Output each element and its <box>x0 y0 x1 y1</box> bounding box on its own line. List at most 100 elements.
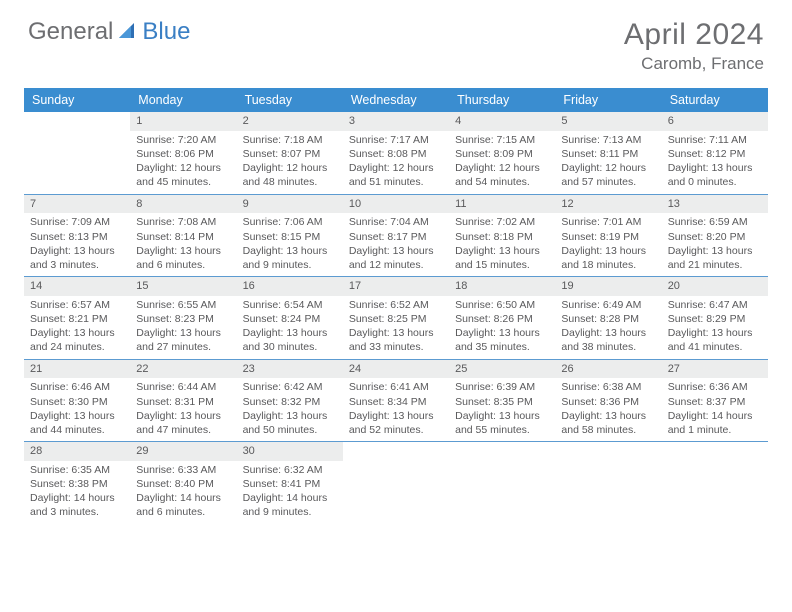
day-line: and 55 minutes. <box>455 423 549 437</box>
day-line: Sunrise: 6:42 AM <box>243 380 337 394</box>
day-line: and 6 minutes. <box>136 505 230 519</box>
calendar-day: 29 Sunrise: 6:33 AMSunset: 8:40 PMDayligh… <box>130 442 236 524</box>
calendar-day: 20Sunrise: 6:47 AMSunset: 8:29 PMDayligh… <box>662 277 768 359</box>
day-line: and 35 minutes. <box>455 340 549 354</box>
day-body: Sunrise: 7:06 AMSunset: 8:15 PMDaylight:… <box>237 213 343 276</box>
day-line: and 6 minutes. <box>136 258 230 272</box>
day-body: Sunrise: 7:15 AMSunset: 8:09 PMDaylight:… <box>449 131 555 194</box>
calendar-day: 6Sunrise: 7:11 AMSunset: 8:12 PMDaylight… <box>662 112 768 194</box>
day-line: Sunset: 8:07 PM <box>243 147 337 161</box>
calendar-day: 30Sunrise: 6:32 AMSunset: 8:41 PMDayligh… <box>237 442 343 524</box>
day-line: Sunset: 8:30 PM <box>30 395 124 409</box>
day-line: and 54 minutes. <box>455 175 549 189</box>
day-line: and 47 minutes. <box>136 423 230 437</box>
day-body: Sunrise: 7:09 AMSunset: 8:13 PMDaylight:… <box>24 213 130 276</box>
calendar-grid: SundayMondayTuesdayWednesdayThursdayFrid… <box>24 88 768 524</box>
day-body <box>449 446 555 452</box>
dow-header-cell: Friday <box>555 88 661 112</box>
dow-header-cell: Thursday <box>449 88 555 112</box>
day-line: Sunrise: 6:50 AM <box>455 298 549 312</box>
day-line: Daylight: 14 hours <box>136 491 230 505</box>
day-line: Sunset: 8:20 PM <box>668 230 762 244</box>
day-body <box>662 446 768 452</box>
dow-header-row: SundayMondayTuesdayWednesdayThursdayFrid… <box>24 88 768 112</box>
day-line: Sunset: 8:23 PM <box>136 312 230 326</box>
day-line: Daylight: 13 hours <box>455 326 549 340</box>
day-line: Sunset: 8:36 PM <box>561 395 655 409</box>
calendar-day: 19Sunrise: 6:49 AMSunset: 8:28 PMDayligh… <box>555 277 661 359</box>
calendar-day: 17Sunrise: 6:52 AMSunset: 8:25 PMDayligh… <box>343 277 449 359</box>
day-line: Sunrise: 7:15 AM <box>455 133 549 147</box>
day-line: Sunset: 8:25 PM <box>349 312 443 326</box>
day-line: Sunrise: 7:02 AM <box>455 215 549 229</box>
day-line: Daylight: 13 hours <box>30 409 124 423</box>
calendar-day: 26Sunrise: 6:38 AMSunset: 8:36 PMDayligh… <box>555 360 661 442</box>
day-line: Sunrise: 6:52 AM <box>349 298 443 312</box>
dow-header-cell: Monday <box>130 88 236 112</box>
day-line: and 9 minutes. <box>243 505 337 519</box>
calendar-week: 7Sunrise: 7:09 AMSunset: 8:13 PMDaylight… <box>24 195 768 278</box>
day-body: Sunrise: 6:36 AMSunset: 8:37 PMDaylight:… <box>662 378 768 441</box>
day-line: Sunset: 8:06 PM <box>136 147 230 161</box>
day-line: Sunset: 8:40 PM <box>136 477 230 491</box>
day-body: Sunrise: 6:47 AMSunset: 8:29 PMDaylight:… <box>662 296 768 359</box>
day-body: Sunrise: 6:39 AMSunset: 8:35 PMDaylight:… <box>449 378 555 441</box>
day-line: and 57 minutes. <box>561 175 655 189</box>
day-number: 20 <box>662 277 768 296</box>
day-body: Sunrise: 7:04 AMSunset: 8:17 PMDaylight:… <box>343 213 449 276</box>
day-body: Sunrise: 7:11 AMSunset: 8:12 PMDaylight:… <box>662 131 768 194</box>
day-line: Sunset: 8:35 PM <box>455 395 549 409</box>
day-body: Sunrise: 6:50 AMSunset: 8:26 PMDaylight:… <box>449 296 555 359</box>
calendar-day <box>343 442 449 524</box>
calendar-day: 15Sunrise: 6:55 AMSunset: 8:23 PMDayligh… <box>130 277 236 359</box>
day-line: Daylight: 13 hours <box>30 244 124 258</box>
day-line: and 52 minutes. <box>349 423 443 437</box>
day-number: 22 <box>130 360 236 379</box>
day-line: and 50 minutes. <box>243 423 337 437</box>
day-line: and 3 minutes. <box>30 258 124 272</box>
day-line: Sunrise: 6:35 AM <box>30 463 124 477</box>
day-body: Sunrise: 6:55 AMSunset: 8:23 PMDaylight:… <box>130 296 236 359</box>
day-number: 11 <box>449 195 555 214</box>
day-line: Sunset: 8:08 PM <box>349 147 443 161</box>
day-number: 24 <box>343 360 449 379</box>
calendar-day: 8Sunrise: 7:08 AMSunset: 8:14 PMDaylight… <box>130 195 236 277</box>
day-line: Sunrise: 6:32 AM <box>243 463 337 477</box>
day-line: Sunrise: 6:54 AM <box>243 298 337 312</box>
dow-header-cell: Saturday <box>662 88 768 112</box>
day-line: Sunset: 8:37 PM <box>668 395 762 409</box>
day-line: Sunset: 8:26 PM <box>455 312 549 326</box>
calendar-day: 3Sunrise: 7:17 AMSunset: 8:08 PMDaylight… <box>343 112 449 194</box>
day-line: Daylight: 13 hours <box>136 409 230 423</box>
day-line: Daylight: 13 hours <box>349 409 443 423</box>
day-line: and 41 minutes. <box>668 340 762 354</box>
dow-header-cell: Wednesday <box>343 88 449 112</box>
calendar-week: 28Sunrise: 6:35 AMSunset: 8:38 PMDayligh… <box>24 442 768 524</box>
day-line: Sunrise: 6:47 AM <box>668 298 762 312</box>
day-body: Sunrise: 6:54 AMSunset: 8:24 PMDaylight:… <box>237 296 343 359</box>
day-line: Sunrise: 7:17 AM <box>349 133 443 147</box>
day-number: 29 <box>130 442 236 461</box>
day-line: Daylight: 14 hours <box>668 409 762 423</box>
day-line: Sunset: 8:09 PM <box>455 147 549 161</box>
day-line: Daylight: 13 hours <box>455 244 549 258</box>
day-body: Sunrise: 6:59 AMSunset: 8:20 PMDaylight:… <box>662 213 768 276</box>
day-line: and 38 minutes. <box>561 340 655 354</box>
day-line: Sunrise: 6:33 AM <box>136 463 230 477</box>
day-line: Daylight: 13 hours <box>243 409 337 423</box>
day-line: and 44 minutes. <box>30 423 124 437</box>
calendar-day: 27Sunrise: 6:36 AMSunset: 8:37 PMDayligh… <box>662 360 768 442</box>
day-line: Daylight: 13 hours <box>561 409 655 423</box>
day-line: Sunrise: 6:39 AM <box>455 380 549 394</box>
calendar-day: 23Sunrise: 6:42 AMSunset: 8:32 PMDayligh… <box>237 360 343 442</box>
day-number: 19 <box>555 277 661 296</box>
day-number: 23 <box>237 360 343 379</box>
day-number: 18 <box>449 277 555 296</box>
day-line: Sunset: 8:17 PM <box>349 230 443 244</box>
dow-header-cell: Tuesday <box>237 88 343 112</box>
calendar-day: 1Sunrise: 7:20 AMSunset: 8:06 PMDaylight… <box>130 112 236 194</box>
day-line: and 0 minutes. <box>668 175 762 189</box>
brand-logo: General Blue <box>28 18 190 46</box>
day-line: Sunset: 8:38 PM <box>30 477 124 491</box>
day-line: Daylight: 13 hours <box>561 244 655 258</box>
